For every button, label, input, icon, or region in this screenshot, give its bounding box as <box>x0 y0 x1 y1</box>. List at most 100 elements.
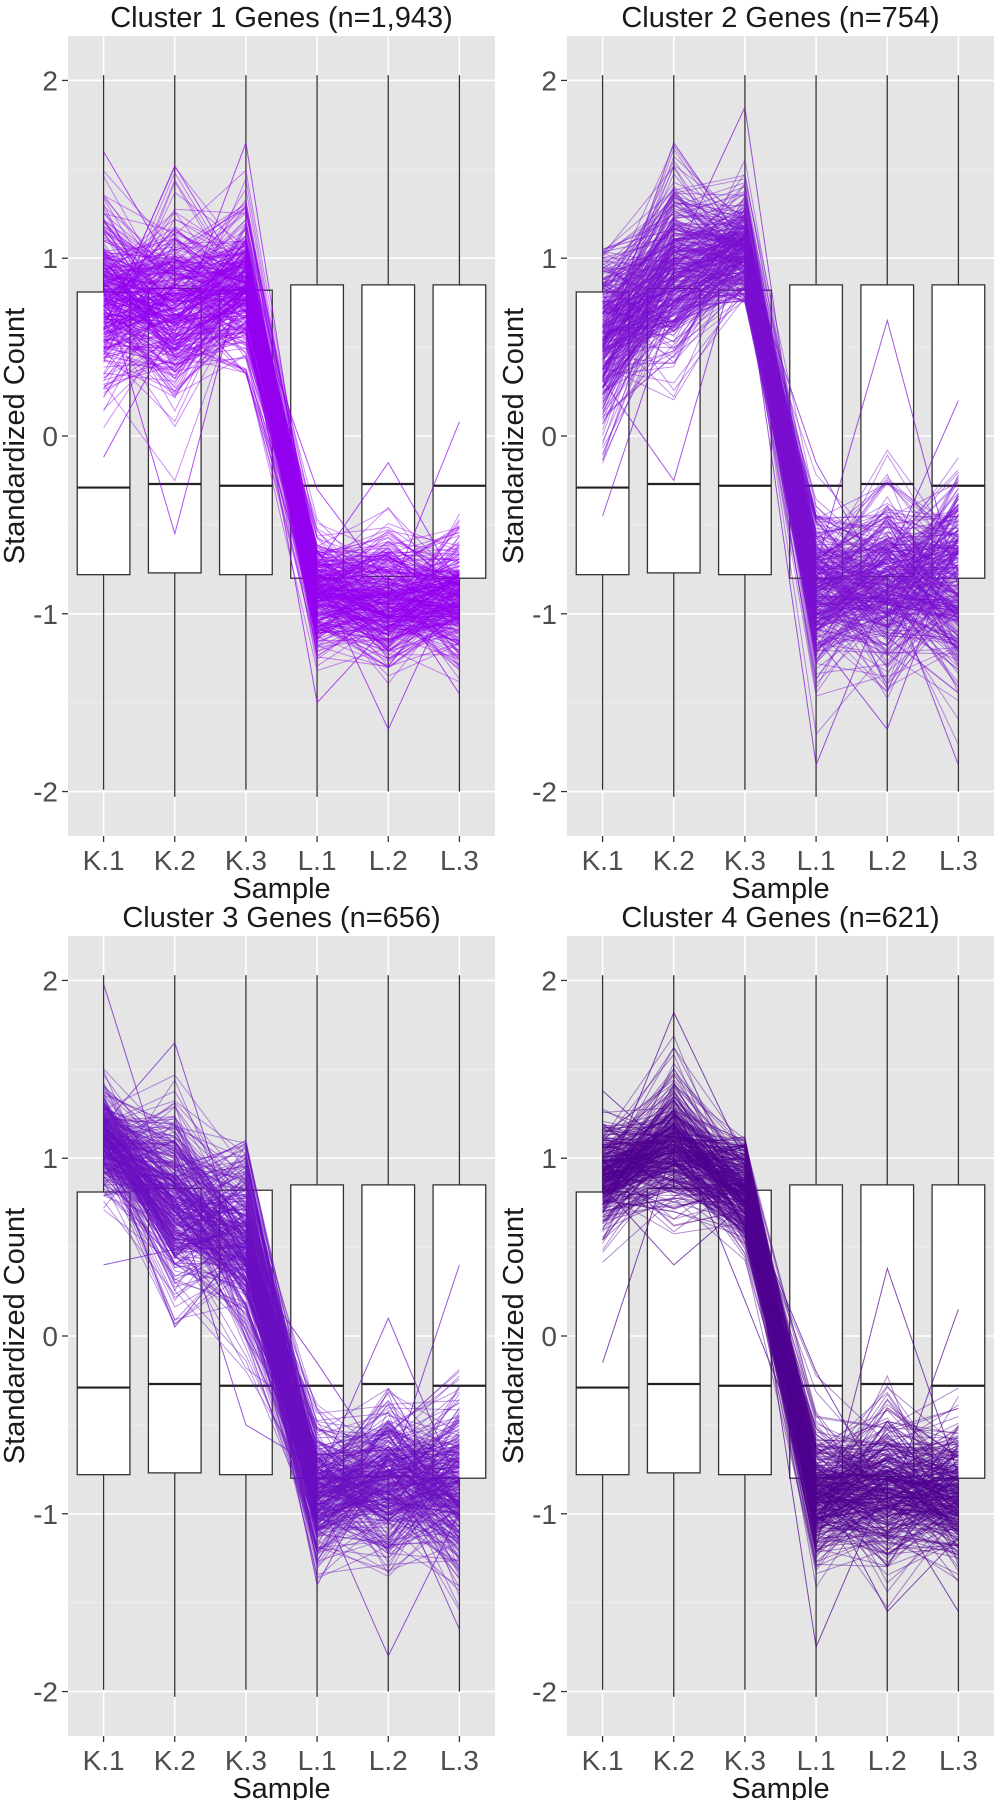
gene-profile-line <box>103 1090 460 1523</box>
gene-profile-line <box>602 199 959 628</box>
gene-profile-line <box>103 1124 460 1514</box>
gene-profile-line <box>602 1110 959 1484</box>
gene-profile-line <box>602 257 959 603</box>
gene-profile-line <box>103 1137 460 1521</box>
gene-profile-line <box>103 299 460 605</box>
gene-profile-line <box>103 1132 460 1494</box>
gene-profile-line <box>103 219 460 646</box>
gene-profile-line <box>602 1122 959 1485</box>
x-tick-label: L.3 <box>440 1745 479 1776</box>
gene-profile-line <box>602 219 959 645</box>
y-axis-label: Standardized Count <box>498 308 530 564</box>
gene-profile-line <box>602 1128 959 1507</box>
gene-profile-line <box>602 172 959 659</box>
gene-profile-line <box>103 286 460 610</box>
gene-profile-line <box>103 1101 460 1504</box>
gene-profile-line <box>103 347 460 586</box>
gene-profile-line <box>602 182 959 574</box>
gene-profile-line <box>602 232 959 547</box>
x-tick-label: L.2 <box>868 1745 907 1776</box>
gene-profile-line <box>103 312 460 633</box>
gene-profile-line <box>103 250 460 641</box>
gene-profile-line <box>602 1126 959 1477</box>
gene-profile-line <box>103 1085 460 1486</box>
chart-panel-2: -2 -1 0 1 2 K.1 K.2 K.3 L.1 L.2 L.3 Sample Standardi… <box>498 2 994 905</box>
gene-profile-line <box>103 1123 460 1514</box>
gene-profile-line <box>602 292 959 693</box>
boxplot-L.2 <box>361 75 416 792</box>
gene-profile-line <box>602 1072 959 1457</box>
gene-profile-line <box>602 1169 959 1532</box>
gene-profile-line <box>602 242 959 667</box>
gene-profile-line <box>602 1172 959 1501</box>
gene-profile-line <box>103 1136 460 1490</box>
gene-profile-line <box>103 1162 460 1580</box>
gene-profile-line <box>103 261 460 612</box>
boxplot-K.1 <box>575 975 630 1690</box>
x-tick-label: K.3 <box>225 845 267 876</box>
gene-profile-line <box>103 1156 460 1531</box>
gene-profile-line <box>602 1147 959 1572</box>
gene-profile-line <box>602 1143 959 1525</box>
gene-profile-line <box>602 1079 959 1457</box>
gene-profile-line <box>602 1144 959 1499</box>
gene-profile-line <box>103 1122 460 1504</box>
gene-profile-line <box>103 198 460 604</box>
gene-profile-line <box>103 241 460 606</box>
gene-profile-line <box>602 257 959 588</box>
gene-profile-line <box>602 1160 959 1520</box>
gene-profile-line <box>103 1079 460 1539</box>
gene-profile-line <box>103 305 460 595</box>
gene-profile-line <box>602 1095 959 1526</box>
gene-profile-line <box>602 1164 959 1546</box>
gene-profile-line <box>103 249 460 642</box>
gene-profile-line <box>103 1148 460 1508</box>
chart-panel-4: -2 -1 0 1 2 K.1 K.2 K.3 L.1 L.2 L.3 Sample Standardi… <box>498 902 994 1805</box>
gene-profile-line <box>103 1168 460 1516</box>
gene-profile-line <box>103 303 460 612</box>
gene-profile-line <box>103 254 460 669</box>
gene-profile-line <box>103 201 460 572</box>
gene-profile-line <box>103 1135 460 1533</box>
gene-profile-line <box>103 1083 460 1501</box>
gene-profile-line <box>103 1143 460 1526</box>
gene-profile-line <box>602 231 959 623</box>
gene-profile-line <box>602 226 959 745</box>
boxplot-L.2 <box>860 75 915 792</box>
gene-profile-line <box>103 250 460 623</box>
gene-profile-line <box>103 1127 460 1475</box>
gene-profile-line <box>602 194 959 656</box>
gene-profile-line <box>602 280 959 645</box>
gene-profile-line <box>103 1130 460 1516</box>
gene-profile-line <box>103 1114 460 1518</box>
gene-profile-line <box>103 295 460 609</box>
gene-profile-line <box>602 165 959 656</box>
gene-profile-line <box>103 338 460 683</box>
gene-profile-line <box>602 1110 959 1534</box>
gene-profile-line <box>103 266 460 589</box>
x-tick-label: K.3 <box>225 1745 267 1776</box>
gene-profile-line <box>103 1142 460 1529</box>
boxplot-K.2 <box>646 975 701 1697</box>
gene-profile-line <box>103 260 460 600</box>
gene-profile-line <box>103 204 460 559</box>
gene-profile-line <box>103 207 460 604</box>
gene-profile-line <box>602 249 959 589</box>
gene-profile-line <box>602 245 959 534</box>
gene-profile-line <box>602 255 959 618</box>
gene-profile-line <box>103 1128 460 1564</box>
gene-profile-line <box>103 1106 460 1500</box>
gene-profile-line <box>103 1103 460 1538</box>
gene-profile-line <box>103 1163 460 1512</box>
box <box>147 1187 202 1474</box>
gene-profile-line <box>103 1131 460 1528</box>
gene-profile-line <box>103 1118 460 1536</box>
gene-profile-line <box>602 248 959 586</box>
gene-profile-line <box>602 1149 959 1547</box>
gene-profile-line <box>602 238 959 643</box>
gene-profile-line <box>103 285 460 611</box>
gene-profile-line <box>602 1158 959 1506</box>
gene-profile-line <box>602 1168 959 1575</box>
gene-profile-line <box>103 1156 460 1514</box>
